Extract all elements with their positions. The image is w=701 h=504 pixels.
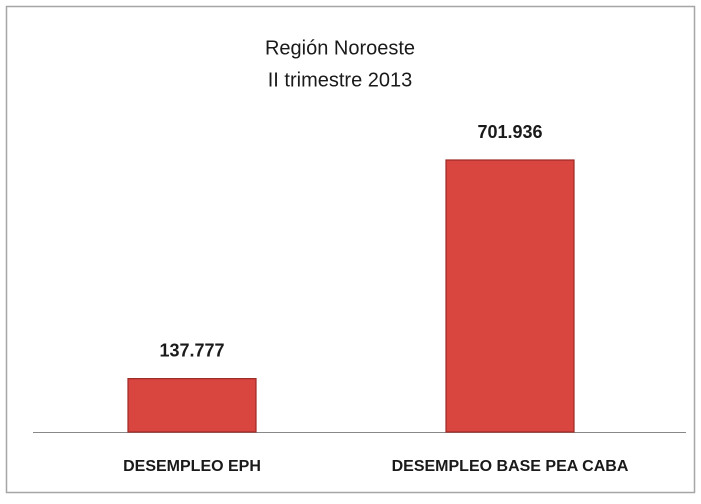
x-tick-label: DESEMPLEO EPH — [123, 458, 261, 475]
chart-frame — [5, 5, 696, 494]
bar — [127, 378, 257, 433]
bar — [445, 159, 575, 433]
chart-subtitle: II trimestre 2013 — [268, 69, 413, 91]
value-label: 701.936 — [477, 122, 542, 142]
x-tick-label: DESEMPLEO BASE PEA CABA — [392, 458, 629, 475]
value-label: 137.777 — [159, 340, 224, 360]
chart-title: Región Noroeste — [265, 37, 415, 59]
